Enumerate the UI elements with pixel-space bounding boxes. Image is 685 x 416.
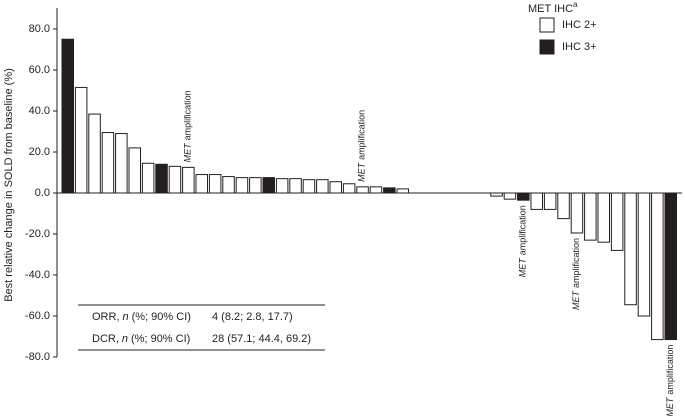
bar — [584, 192, 597, 241]
bar — [141, 162, 155, 194]
annotation-italic: MET — [518, 257, 528, 278]
bar — [383, 187, 396, 194]
bar — [195, 174, 208, 194]
bar — [597, 192, 610, 243]
bar — [490, 192, 503, 197]
annotation: MET amplification — [571, 238, 581, 310]
annotation-text: amplification — [183, 90, 193, 140]
y-tick-label: 60.0 — [29, 64, 50, 76]
bar — [570, 192, 584, 234]
legend-label: IHC 2+ — [562, 19, 597, 31]
bar — [222, 176, 235, 194]
bar — [182, 166, 195, 194]
table-value: 4 (8.2; 2.8, 17.7) — [212, 311, 293, 323]
annotation-text: amplification — [665, 345, 675, 395]
legend-label: IHC 3+ — [562, 41, 597, 53]
table-label-suffix: (%; 90% CI) — [132, 311, 191, 323]
bar — [208, 174, 222, 194]
bar — [128, 147, 141, 194]
bar — [517, 192, 530, 201]
annotation-italic: MET — [571, 290, 581, 311]
annotation-text: amplification — [571, 238, 581, 288]
bar — [342, 183, 356, 194]
table-label-italic: n — [122, 333, 128, 345]
legend-title: MET IHCa — [528, 0, 578, 15]
bar — [369, 186, 383, 194]
annotation: METamplification — [665, 345, 675, 416]
legend-swatch — [539, 39, 555, 55]
bar — [302, 179, 316, 194]
table-label-italic: n — [123, 311, 129, 323]
bar — [664, 192, 677, 341]
y-tick-label: -20.0 — [25, 228, 50, 240]
bar — [316, 179, 329, 194]
y-tick-label: -60.0 — [25, 310, 50, 322]
bar — [530, 192, 543, 210]
annotation-italic: MET — [357, 161, 367, 182]
table-label-main: ORR, — [92, 311, 120, 323]
bar — [101, 132, 115, 194]
bar — [262, 177, 275, 194]
bar — [61, 38, 74, 194]
y-tick-label: 80.0 — [29, 23, 50, 35]
bar — [557, 192, 570, 220]
bar — [651, 192, 664, 341]
legend-title-sup: a — [573, 0, 578, 9]
bar — [289, 178, 302, 194]
bar — [249, 177, 262, 194]
annotation-italic: MET — [665, 396, 675, 416]
table-label: ORR, n (%; 90% CI) — [92, 311, 191, 323]
y-tick-label: -40.0 — [25, 269, 50, 281]
bar — [503, 192, 517, 200]
bar — [637, 192, 651, 317]
table-label-suffix: (%; 90% CI) — [131, 333, 190, 345]
bar — [356, 186, 369, 194]
legend-title-text: MET IHC — [528, 3, 573, 15]
y-tick-label: -80.0 — [25, 351, 50, 363]
y-axis-label: Best relative change in SOLD from baseli… — [3, 68, 15, 302]
bar — [115, 133, 128, 194]
annotation-italic: MET — [183, 142, 193, 163]
annotation: METamplification — [357, 110, 367, 182]
bar — [329, 181, 342, 194]
table-label-main: DCR, — [92, 333, 119, 345]
bar — [624, 192, 637, 306]
bar — [610, 192, 624, 251]
annotation-text: amplification — [357, 110, 367, 160]
table-value: 28 (57.1; 44.4, 69.2) — [212, 333, 311, 345]
annotation: MET amplification — [518, 205, 528, 277]
table-label: DCR, n (%; 90% CI) — [92, 333, 190, 345]
bar — [88, 113, 101, 194]
y-tick-label: 40.0 — [29, 105, 50, 117]
annotation-text: amplification — [518, 205, 528, 255]
bar — [543, 192, 557, 210]
bar — [275, 178, 289, 194]
bar — [74, 86, 88, 194]
y-tick-label: 20.0 — [29, 146, 50, 158]
bar — [235, 177, 249, 194]
bar — [396, 188, 409, 194]
bar — [168, 165, 182, 194]
y-tick-label: 0.0 — [35, 187, 50, 199]
bar — [155, 163, 168, 194]
annotation: MET amplification — [183, 90, 193, 162]
legend-swatch — [539, 17, 555, 33]
